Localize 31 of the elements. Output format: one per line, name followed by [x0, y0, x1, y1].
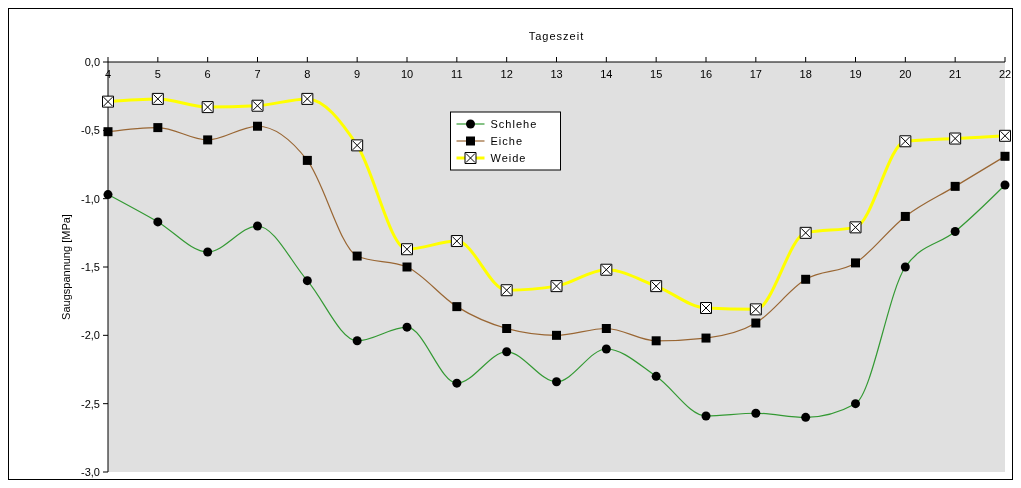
y-axis-title: Saugspannung [MPa]: [60, 214, 72, 320]
y-tick-label: -2,0: [81, 329, 100, 342]
x-tick-label: 10: [400, 68, 414, 80]
x-tick-label: 18: [799, 68, 812, 80]
x-tick-label: 11: [451, 68, 463, 80]
legend-label: Schlehe: [490, 117, 538, 130]
legend-label: Weide: [490, 151, 527, 164]
x-tick-label: 7: [254, 68, 261, 80]
y-tick-label: -3,0: [81, 465, 100, 478]
x-tick-label: 4: [104, 68, 112, 80]
x-tick-label: 9: [354, 68, 361, 80]
x-tick-label: 19: [849, 68, 862, 80]
x-axis-title: Tageszeit: [528, 30, 585, 42]
x-tick-label: 12: [500, 68, 513, 80]
y-tick-label: -2,5: [81, 397, 100, 410]
x-tick-label: 21: [949, 68, 962, 80]
x-tick-label: 22: [998, 68, 1012, 80]
x-tick-label: 8: [304, 68, 311, 80]
y-tick-label: -0,5: [81, 124, 100, 137]
x-tick-label: 6: [204, 68, 211, 80]
y-tick-label: -1,0: [81, 192, 100, 205]
y-tick-label: 0,0: [84, 55, 100, 68]
x-tick-label: 20: [899, 68, 912, 80]
x-tick-label: 13: [550, 68, 563, 80]
legend-label: Eiche: [490, 134, 524, 147]
x-tick-label: 15: [650, 68, 663, 80]
x-tick-label: 17: [749, 68, 762, 80]
x-tick-label: 16: [699, 68, 713, 80]
x-tick-label: 14: [600, 68, 613, 80]
y-tick-label: -1,5: [81, 260, 100, 273]
x-tick-label: 5: [154, 68, 161, 80]
